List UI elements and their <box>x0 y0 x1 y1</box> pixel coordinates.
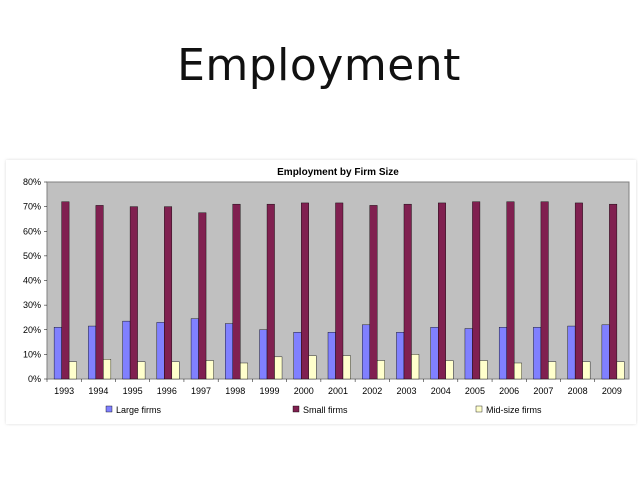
bar <box>582 361 591 380</box>
bar <box>609 203 618 380</box>
y-tick-label: 60% <box>23 226 41 236</box>
bar <box>335 202 344 380</box>
bar <box>122 320 131 380</box>
x-tick-label: 2001 <box>328 386 348 396</box>
chart-panel: Employment by Firm Size 0% 10% 20% 30% 40% 50… <box>6 160 636 424</box>
x-tick-label: 2003 <box>396 386 416 396</box>
bar <box>574 202 583 380</box>
bar <box>68 361 77 380</box>
bars <box>53 201 625 380</box>
bar <box>205 360 214 380</box>
x-tick-label: 1996 <box>157 386 177 396</box>
bar <box>293 332 302 380</box>
bar <box>445 360 454 380</box>
bar-chart: Employment by Firm Size 0% 10% 20% 30% 40% 50… <box>23 167 630 415</box>
bar <box>513 362 522 380</box>
bar <box>137 361 146 380</box>
bar <box>411 354 420 380</box>
bar <box>548 361 557 380</box>
x-tick-label: 1994 <box>88 386 108 396</box>
bar <box>103 359 112 380</box>
bar <box>430 327 439 380</box>
bar <box>301 202 309 380</box>
x-tick-label: 2004 <box>431 386 451 396</box>
x-tick-label: 2005 <box>465 386 485 396</box>
bar <box>88 325 97 380</box>
bar <box>129 206 138 380</box>
bar <box>369 205 378 380</box>
bar <box>472 201 481 380</box>
bar <box>164 206 173 380</box>
legend-swatch <box>475 405 483 413</box>
x-tick-label: 1998 <box>225 386 245 396</box>
y-tick-label: 0% <box>28 374 41 384</box>
bar <box>506 201 515 380</box>
bar <box>342 355 351 380</box>
bar <box>601 324 610 380</box>
y-tick-label: 50% <box>23 251 41 261</box>
bar <box>362 324 370 380</box>
x-axis: 1993 1994 1995 1996 1997 1998 1999 2000 2001 2002… <box>46 379 622 396</box>
x-tick-label: 1999 <box>260 386 280 396</box>
slide-title: Employment <box>177 40 461 91</box>
bar <box>53 327 62 380</box>
bar <box>171 361 180 380</box>
bar <box>225 323 233 380</box>
bar <box>156 322 165 380</box>
y-tick-label: 70% <box>23 202 41 212</box>
bar <box>540 201 549 380</box>
y-tick-label: 10% <box>23 349 41 359</box>
bar <box>533 327 542 380</box>
legend-label: Small firms <box>303 405 348 415</box>
x-tick-label: 1997 <box>191 386 211 396</box>
legend-label: Large firms <box>116 405 162 415</box>
y-axis: 0% 10% 20% 30% 40% 50% 60% 70% 80% <box>23 177 47 384</box>
bar <box>61 201 70 380</box>
x-tick-label: 2007 <box>533 386 553 396</box>
bar <box>266 203 275 380</box>
x-tick-label: 1993 <box>54 386 74 396</box>
bar <box>464 328 473 380</box>
bar <box>498 327 507 380</box>
x-tick-label: 2008 <box>568 386 588 396</box>
y-tick-label: 30% <box>23 300 41 310</box>
y-tick-label: 80% <box>23 177 41 187</box>
bar <box>240 362 248 380</box>
bar <box>396 332 405 380</box>
bar <box>274 356 283 380</box>
legend-swatch <box>292 405 300 413</box>
bar <box>327 332 336 380</box>
bar <box>190 318 199 380</box>
y-tick-label: 40% <box>23 276 41 286</box>
legend-label: Mid-size firms <box>486 405 542 415</box>
x-tick-label: 2002 <box>362 386 382 396</box>
bar <box>232 203 241 380</box>
bar <box>479 360 488 380</box>
bar <box>616 361 625 380</box>
legend-swatch <box>105 405 113 413</box>
bar <box>259 329 268 380</box>
chart-title: Employment by Firm Size <box>277 167 399 178</box>
y-tick-label: 20% <box>23 325 41 335</box>
legend: Large firms Small firms Mid-size firms <box>105 405 542 415</box>
bar <box>95 205 104 380</box>
bar <box>308 355 317 380</box>
bar <box>567 325 576 380</box>
x-tick-label: 1995 <box>123 386 143 396</box>
bar <box>377 360 385 380</box>
x-tick-label: 2009 <box>602 386 622 396</box>
x-tick-label: 2000 <box>294 386 314 396</box>
bar <box>198 212 207 380</box>
bar <box>403 203 412 380</box>
x-tick-label: 2006 <box>499 386 519 396</box>
bar <box>438 202 446 380</box>
